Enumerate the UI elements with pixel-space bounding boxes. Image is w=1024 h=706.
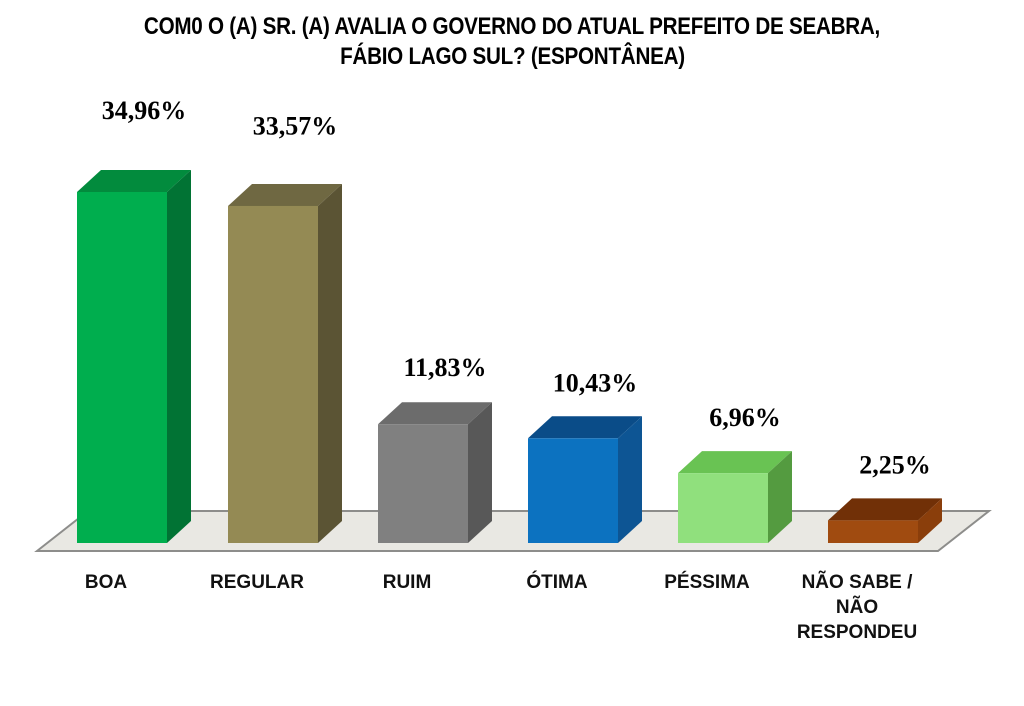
bar-front-face-pessima <box>678 473 768 543</box>
bar-group-otima: 10,43% ÓTIMA <box>526 368 642 593</box>
bar-top-face-boa <box>77 170 191 193</box>
category-label-pessima: PÉSSIMA <box>664 571 750 593</box>
category-label-nao-sabe-nao-respondeu: NÃO SABE / <box>802 571 914 593</box>
value-label-boa: 34,96% <box>102 96 187 125</box>
category-label-nao-sabe-nao-respondeu-line-2: NÃO <box>836 596 878 618</box>
bar-side-face-pessima <box>768 451 792 543</box>
bar-top-face-nao-sabe-nao-respondeu <box>828 498 942 521</box>
value-label-otima: 10,43% <box>553 368 638 397</box>
value-label-regular: 33,57% <box>253 112 338 141</box>
bar-group-boa: 34,96% BOA <box>77 96 191 593</box>
bar-front-face-boa <box>77 192 167 544</box>
chart-title-line-1: COM0 O (A) SR. (A) AVALIA O GOVERNO DO A… <box>143 13 881 40</box>
bar-side-face-boa <box>167 170 191 544</box>
category-label-otima: ÓTIMA <box>526 571 587 593</box>
value-label-pessima: 6,96% <box>709 403 781 432</box>
value-label-nao-sabe-nao-respondeu: 2,25% <box>859 450 931 479</box>
bar-front-face-otima <box>528 438 618 543</box>
category-label-nao-sabe-nao-respondeu-line-3: RESPONDEU <box>797 622 917 643</box>
bar-side-face-regular <box>318 183 342 543</box>
bar-group-ruim: 11,83% RUIM <box>378 353 492 593</box>
bar-front-face-ruim <box>378 424 468 543</box>
bar-top-face-pessima <box>678 451 792 474</box>
bar-front-face-regular <box>228 205 318 543</box>
bar-top-face-regular <box>228 183 342 206</box>
bar-side-face-otima <box>618 416 642 543</box>
bar-side-face-ruim <box>468 402 492 543</box>
bar-group-nao-sabe-nao-respondeu: 2,25% NÃO SABE / NÃO RESPONDEU <box>797 450 942 643</box>
bar-front-face-nao-sabe-nao-respondeu <box>828 520 918 543</box>
bar-group-pessima: 6,96% PÉSSIMA <box>664 403 792 593</box>
category-label-regular: REGULAR <box>210 572 304 593</box>
bar-group-regular: 33,57% REGULAR <box>210 112 342 593</box>
bar-top-face-ruim <box>378 402 492 425</box>
chart-title-line-2: FÁBIO LAGO SUL? (ESPONTÂNEA) <box>339 43 685 70</box>
bar-top-face-otima <box>528 416 642 439</box>
chart-title: COM0 O (A) SR. (A) AVALIA O GOVERNO DO A… <box>0 12 1024 72</box>
value-label-ruim: 11,83% <box>403 353 486 382</box>
category-label-ruim: RUIM <box>383 572 432 593</box>
bar-side-face-nao-sabe-nao-respondeu <box>918 498 942 543</box>
category-label-boa: BOA <box>85 572 128 593</box>
